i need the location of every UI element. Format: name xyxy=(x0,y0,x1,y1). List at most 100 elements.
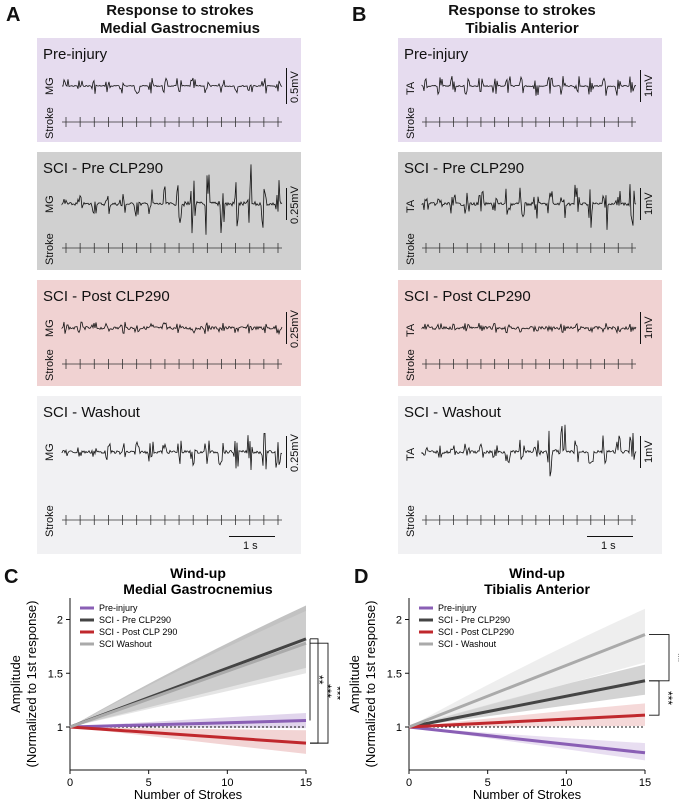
significance-bracket xyxy=(310,642,329,744)
y-axis-label-2: (Normalized to 1st response) xyxy=(24,601,39,768)
x-tick-label: 15 xyxy=(300,777,312,789)
panel_b-condition-title: SCI - Pre CLP290 xyxy=(404,160,525,177)
x-tick-label: 5 xyxy=(146,777,152,789)
amplitude-scale-bar xyxy=(286,188,287,220)
panel_a-stroke-label: Stroke xyxy=(44,505,56,537)
panel-a-title-line2: Medial Gastrocnemius xyxy=(99,20,261,37)
legend-label: Pre-injury xyxy=(99,603,138,613)
time-scale-bar-a xyxy=(229,536,275,537)
panel-b-title-line1: Response to strokes xyxy=(448,2,596,19)
x-tick-label: 0 xyxy=(67,777,73,789)
amplitude-scale-label: 1mV xyxy=(643,316,655,339)
x-axis-label: Number of Strokes xyxy=(134,787,243,800)
panel_a-condition-panel xyxy=(37,396,301,554)
time-scale-label-a: 1 s xyxy=(243,540,258,552)
chart-subtitle: Medial Gastrocnemius xyxy=(123,581,273,597)
amplitude-scale-bar xyxy=(286,68,287,104)
panel_b-emg-label: TA xyxy=(405,81,417,95)
significance-label: ** xyxy=(671,653,679,663)
panel-c-letter: C xyxy=(4,566,19,588)
legend-label: Pre-injury xyxy=(438,603,477,613)
y-axis-label: Amplitude xyxy=(347,655,362,713)
panel-b-letter: B xyxy=(352,4,367,26)
x-tick-label: 0 xyxy=(406,777,412,789)
series-line xyxy=(408,713,646,729)
significance-label: *** xyxy=(661,691,675,705)
ci-band xyxy=(409,608,645,727)
series-line xyxy=(408,725,646,755)
amplitude-scale-label: 1mV xyxy=(643,440,655,463)
amplitude-scale-label: 0.25mV xyxy=(289,434,301,472)
amplitude-scale-label: 0.25mV xyxy=(289,310,301,348)
significance-label: *** xyxy=(320,684,334,698)
x-axis-label: Number of Strokes xyxy=(473,787,582,800)
series-line xyxy=(69,725,307,745)
panel_a-emg-label: MG xyxy=(44,195,56,213)
panel_b-emg-label: TA xyxy=(405,323,417,337)
panel_a-stroke-label: Stroke xyxy=(44,233,56,265)
series-line xyxy=(408,633,646,729)
panel_b-condition-title: SCI - Post CLP290 xyxy=(404,288,531,305)
legend-label: SCI Washout xyxy=(99,639,152,649)
panel_b-emg-label: TA xyxy=(405,447,417,461)
time-scale-label-b: 1 s xyxy=(601,540,616,552)
ci-band xyxy=(70,610,306,727)
panel_b-emg-label: TA xyxy=(405,199,417,213)
y-tick-label: 1.5 xyxy=(48,668,63,680)
y-axis-label-2: (Normalized to 1st response) xyxy=(363,601,378,768)
amplitude-scale-bar xyxy=(640,436,641,468)
ci-band xyxy=(70,727,306,754)
series-line xyxy=(408,679,646,729)
legend-label: SCI - Pre CLP290 xyxy=(438,615,510,625)
legend-label: SCI - Pre CLP290 xyxy=(99,615,171,625)
panel_b-stroke-label: Stroke xyxy=(405,233,417,265)
panel_b-stroke-label: Stroke xyxy=(405,349,417,381)
amplitude-scale-bar xyxy=(640,312,641,344)
x-tick-label: 10 xyxy=(221,777,233,789)
panel_a-condition-title: SCI - Pre CLP290 xyxy=(43,160,164,177)
significance-label: *** xyxy=(330,686,340,700)
legend-label: SCI - Post CLP290 xyxy=(438,627,514,637)
y-tick-label: 1 xyxy=(57,722,63,734)
panel_b-stroke-label: Stroke xyxy=(405,505,417,537)
significance-bracket xyxy=(649,634,670,682)
panel_a-condition-title: Pre-injury xyxy=(43,46,108,63)
chart-title: Wind-up xyxy=(509,565,565,581)
amplitude-scale-bar xyxy=(640,70,641,102)
panel-b-title: Response to strokes Tibialis Anterior xyxy=(402,2,642,38)
amplitude-scale-bar xyxy=(286,436,287,468)
amplitude-scale-bar xyxy=(640,188,641,220)
panel_a-emg-label: MG xyxy=(44,443,56,461)
panel_a-emg-label: MG xyxy=(44,319,56,337)
panel_b-condition-title: SCI - Washout xyxy=(404,404,501,421)
panel-a-title-line1: Response to strokes xyxy=(106,2,254,19)
amplitude-scale-label: 0.5mV xyxy=(289,71,301,103)
panel_a-emg-label: MG xyxy=(44,77,56,95)
series-line xyxy=(69,641,307,729)
time-scale-bar-b xyxy=(587,536,633,537)
y-tick-label: 1 xyxy=(396,722,402,734)
y-tick-label: 2 xyxy=(396,615,402,627)
amplitude-scale-label: 1mV xyxy=(643,74,655,97)
chart-title: Wind-up xyxy=(170,565,226,581)
amplitude-scale-label: 1mV xyxy=(643,192,655,215)
panel_a-condition-title: SCI - Washout xyxy=(43,404,140,421)
panel_b-stroke-label: Stroke xyxy=(405,107,417,139)
panel_a-stroke-label: Stroke xyxy=(44,107,56,139)
legend-label: SCI - Post CLP 290 xyxy=(99,627,177,637)
legend-label: SCI - Washout xyxy=(438,639,497,649)
panel_a-condition-title: SCI - Post CLP290 xyxy=(43,288,170,305)
panel-a-letter: A xyxy=(6,4,21,26)
series-line xyxy=(69,719,307,729)
amplitude-scale-bar xyxy=(286,312,287,344)
significance-bracket xyxy=(649,680,660,716)
y-tick-label: 1.5 xyxy=(387,668,402,680)
significance-bracket xyxy=(310,638,319,744)
panel-b-title-line2: Tibialis Anterior xyxy=(465,20,579,37)
x-tick-label: 15 xyxy=(639,777,651,789)
ci-band xyxy=(409,703,645,727)
panel_a-stroke-label: Stroke xyxy=(44,349,56,381)
amplitude-scale-label: 0.25mV xyxy=(289,186,301,224)
